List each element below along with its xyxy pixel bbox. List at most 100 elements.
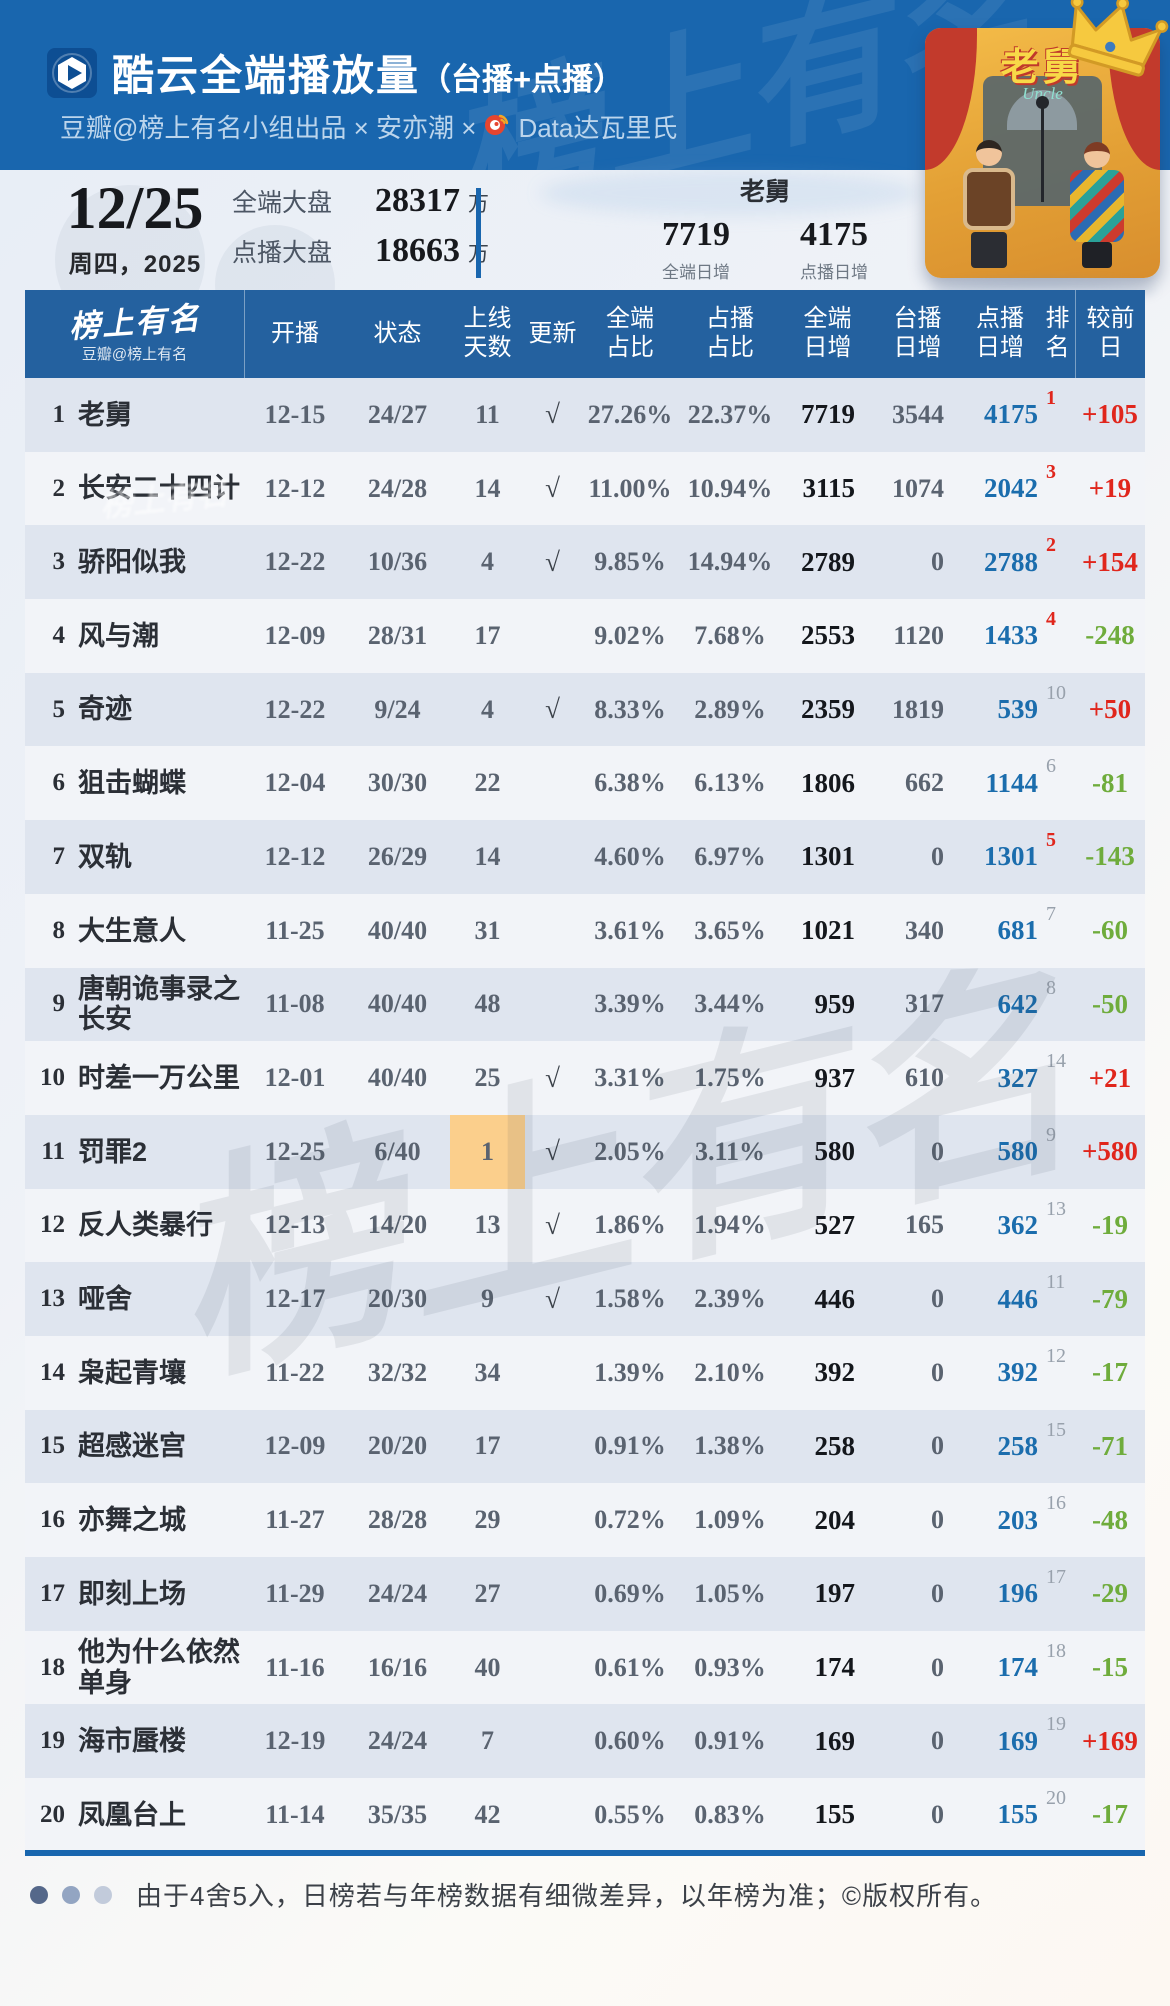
- total-row-vod: 点播大盘 18663 万: [232, 232, 489, 282]
- row-status: 28/31: [367, 620, 428, 650]
- market-totals: 全端大盘 28317 万 点播大盘 18663 万: [232, 182, 489, 282]
- table-row: 12 反人类暴行 12-13 14/20 13 √ 1.86% 1.94% 527…: [25, 1188, 1145, 1263]
- row-title: 骄阳似我: [78, 547, 186, 578]
- row-vs-prev: -81: [1092, 767, 1128, 798]
- table-row: 10 时差一万公里 12-01 40/40 25 √ 3.31% 1.75% 93…: [25, 1041, 1145, 1115]
- row-inc-tv: 0: [931, 1799, 944, 1829]
- row-share-all: 1.39%: [594, 1357, 666, 1387]
- row-inc-vod: 446: [997, 1283, 1039, 1314]
- row-title: 海市蜃楼: [78, 1726, 186, 1757]
- row-inc-vod: 392: [997, 1357, 1039, 1388]
- row-updated-check: √: [545, 546, 560, 577]
- stat-label: 全端日增: [662, 263, 730, 282]
- row-share-vod: 2.10%: [694, 1357, 766, 1387]
- footer-dot: [62, 1885, 80, 1904]
- row-premiere: 11-14: [265, 1799, 325, 1829]
- row-status: 24/24: [367, 1726, 428, 1756]
- row-title: 枭起青壤: [78, 1357, 186, 1388]
- row-share-all: 0.72%: [594, 1505, 666, 1535]
- row-inc-all: 580: [814, 1136, 856, 1167]
- row-vod-rank: 18: [1046, 1639, 1066, 1662]
- row-updated-check: [525, 820, 580, 894]
- row-vod-rank: 6: [1046, 755, 1056, 778]
- table-row: 7 双轨 12-12 26/29 14 4.60% 6.97% 1301 0 13…: [25, 820, 1145, 894]
- row-share-vod: 6.97%: [694, 841, 766, 871]
- row-status: 35/35: [367, 1799, 428, 1829]
- weibo-icon: [484, 110, 510, 143]
- row-inc-vod: 539: [997, 694, 1039, 725]
- row-title: 亦舞之城: [78, 1505, 186, 1536]
- row-updated-check: [525, 1557, 580, 1631]
- row-share-vod: 1.94%: [694, 1210, 766, 1240]
- row-vs-prev: -17: [1092, 1357, 1128, 1388]
- row-title: 长安二十四计: [78, 473, 240, 504]
- group-logo-subtitle: 豆瓣@榜上有名: [81, 346, 188, 364]
- footer-dot: [94, 1885, 112, 1904]
- row-updated-check: [525, 1410, 580, 1484]
- table-row: 16 亦舞之城 11-27 28/28 29 0.72% 1.09% 204 0 …: [25, 1483, 1145, 1557]
- row-rank: 13: [40, 1285, 65, 1313]
- col-header-updated: 更新: [528, 319, 577, 347]
- table-row: 17 即刻上场 11-29 24/24 27 0.69% 1.05% 197 0 …: [25, 1557, 1145, 1631]
- row-vod-rank: 1: [1046, 387, 1056, 409]
- row-share-all: 4.60%: [594, 841, 666, 871]
- row-days: 42: [474, 1799, 501, 1829]
- row-inc-vod: 174: [997, 1652, 1039, 1683]
- table-row: 11 罚罪2 12-25 6/40 1 √ 2.05% 3.11% 580 0 5…: [25, 1114, 1145, 1189]
- row-updated-check: [525, 894, 580, 968]
- row-title: 反人类暴行: [78, 1210, 213, 1241]
- row-inc-vod: 203: [997, 1504, 1039, 1535]
- row-premiere: 12-09: [264, 620, 326, 650]
- row-updated-check: √: [545, 1209, 560, 1240]
- row-inc-tv: 1074: [892, 473, 944, 503]
- row-rank: 9: [52, 990, 66, 1018]
- row-inc-tv: 340: [905, 915, 944, 945]
- row-vs-prev: -29: [1092, 1578, 1128, 1609]
- row-inc-tv: 317: [905, 989, 944, 1019]
- title-row: 酷云全端播放量（台播+点播）: [46, 42, 624, 103]
- row-share-all: 0.55%: [594, 1799, 666, 1829]
- table-row: 15 超感迷宫 12-09 20/20 17 0.91% 1.38% 258 0 …: [25, 1409, 1145, 1484]
- row-share-all: 9.02%: [594, 620, 666, 650]
- row-vs-prev: +105: [1082, 399, 1138, 430]
- row-vod-rank: 12: [1046, 1344, 1066, 1367]
- date-value: 12/25: [66, 175, 204, 241]
- row-vs-prev: -248: [1085, 620, 1135, 651]
- row-inc-vod: 1144: [985, 767, 1038, 798]
- page-title-main: 酷云全端播放量: [112, 52, 421, 99]
- row-rank: 17: [40, 1579, 65, 1607]
- row-inc-all: 1021: [801, 915, 855, 946]
- row-updated-check: √: [545, 473, 560, 504]
- table-row: 18 他为什么依然单身 11-16 16/16 40 0.61% 0.93% 17…: [25, 1630, 1145, 1705]
- row-inc-tv: 0: [931, 1357, 944, 1387]
- poster-subtitle: Uncle: [1022, 84, 1063, 103]
- row-premiere: 12-12: [264, 473, 326, 503]
- row-days: 14: [474, 473, 501, 503]
- row-share-vod: 14.94%: [687, 547, 773, 577]
- row-inc-all: 2789: [801, 546, 855, 577]
- col-header-inc-all: 全端 日增: [803, 305, 852, 361]
- row-premiere: 12-19: [264, 1726, 326, 1756]
- row-status: 28/28: [367, 1505, 428, 1535]
- row-updated-check: √: [545, 1283, 560, 1314]
- row-status: 24/24: [367, 1578, 428, 1608]
- vertical-divider: [476, 188, 481, 278]
- group-logo: 榜上有名: [67, 300, 202, 345]
- row-title: 凤凰台上: [78, 1799, 186, 1830]
- row-status: 9/24: [374, 694, 421, 724]
- table-row: 8 大生意人 11-25 40/40 31 3.61% 3.65% 1021 34…: [25, 893, 1145, 968]
- row-vs-prev: +169: [1082, 1725, 1138, 1756]
- row-inc-vod: 642: [997, 988, 1039, 1019]
- top-show-poster: 老舅 Uncle: [925, 28, 1160, 278]
- row-share-vod: 3.11%: [694, 1136, 766, 1166]
- row-vs-prev: -48: [1092, 1504, 1128, 1535]
- row-inc-vod: 2788: [984, 546, 1038, 577]
- row-premiere: 11-27: [265, 1505, 325, 1535]
- row-inc-vod: 169: [997, 1725, 1039, 1756]
- row-days: 40: [474, 1652, 501, 1682]
- top-show-stat: 4175 点播日增: [774, 218, 894, 283]
- row-days: 14: [474, 841, 501, 871]
- row-vs-prev: -15: [1092, 1652, 1128, 1683]
- row-vs-prev: -19: [1092, 1209, 1128, 1240]
- row-premiere: 12-15: [264, 399, 326, 429]
